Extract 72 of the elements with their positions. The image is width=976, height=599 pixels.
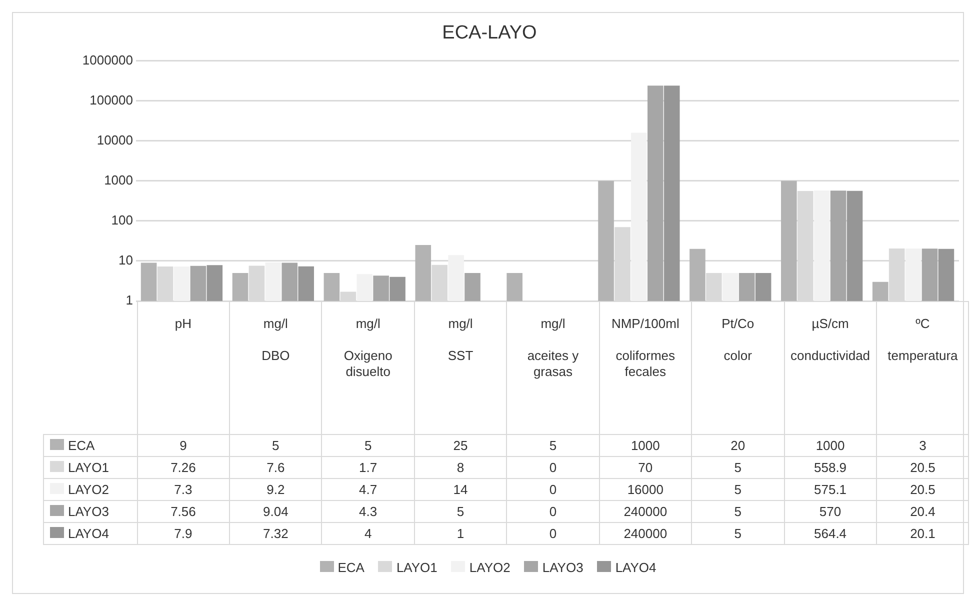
data-label: 1000 [599,434,692,456]
legend-label: LAYO4 [44,522,137,544]
data-label: 558.9 [784,456,876,478]
data-label: 4.3 [322,500,414,522]
y-tick-label: 100 [111,212,133,228]
text: 1 [456,526,464,541]
data-label: 20.1 [876,522,969,544]
text: 0 [549,504,557,519]
text: LAYO3 [542,560,584,575]
data-label: 240000 [599,522,692,544]
y-tick-label: 1000000 [82,52,133,68]
data-label: 575.1 [784,478,876,500]
data-label: 5 [506,434,600,456]
data-label: 1000 [784,434,876,456]
text: LAYO2 [469,560,510,575]
data-label: 1.7 [322,456,414,478]
text: 0 [549,460,557,475]
text: LAYO4 [615,560,656,575]
data-label: 564.4 [784,522,876,544]
text: ECA [338,560,364,575]
data-label: 5 [414,500,507,522]
text: LAYO1 [396,560,438,575]
data-label: 7.32 [229,522,322,544]
data-label: 20.5 [876,478,969,500]
y-tick-label: 1 [126,292,133,308]
data-label: 5 [322,434,414,456]
data-label: 570 [784,500,876,522]
data-label: 5 [692,456,784,478]
text: 0 [549,526,557,541]
data-label: 25 [414,434,507,456]
y-tick-label: 10000 [96,132,133,148]
x-tick-label: pH [174,316,193,332]
data-label: 7.3 [137,478,230,500]
data-label: 16000 [599,478,692,500]
data-label: 20.4 [876,500,969,522]
data-label: 7.9 [137,522,230,544]
data-label: 14 [414,478,507,500]
data-label: 9.2 [229,478,322,500]
category-label: mg/l SST [448,316,474,363]
data-label: 9.04 [229,500,322,522]
category-label: NMP/100ml coliformes fecales [611,316,680,379]
chart-title: ECA-LAYO [442,22,537,44]
y-tick-label: 100000 [90,92,133,108]
data-label: 9 [137,434,230,456]
category-label: Pt/Co color [722,316,754,363]
legend-label: LAYO2 [44,478,137,500]
data-label: 20.5 [876,456,969,478]
data-label: 7.6 [229,456,322,478]
legend-label: LAYO1 [44,456,137,478]
category-label: µS/cm conductividad [790,316,870,363]
data-label: 7.56 [137,500,230,522]
data-label: 20 [692,434,784,456]
legend-label: ECA [44,434,137,456]
category-label: mg/l Oxigeno disuelto [344,316,392,379]
data-label: 4.7 [322,478,414,500]
text: 0 [549,482,557,497]
data-label: 70 [599,456,692,478]
category-label: mg/l aceites y grasas [527,316,579,379]
category-label: mg/l DBO [262,316,290,363]
data-label: 5 [692,478,784,500]
data-label: 8 [414,456,507,478]
data-label: 3 [876,434,969,456]
data-label: 240000 [599,500,692,522]
y-tick-label: 1000 [104,172,133,188]
y-tick-label: 10 [118,252,133,268]
data-label: 5 [692,500,784,522]
data-label: 4 [322,522,414,544]
data-label: 5 [692,522,784,544]
data-label: 5 [229,434,322,456]
category-label: ºC temperatura [888,316,958,363]
legend-label: LAYO3 [44,500,137,522]
data-label: 7.26 [137,456,230,478]
